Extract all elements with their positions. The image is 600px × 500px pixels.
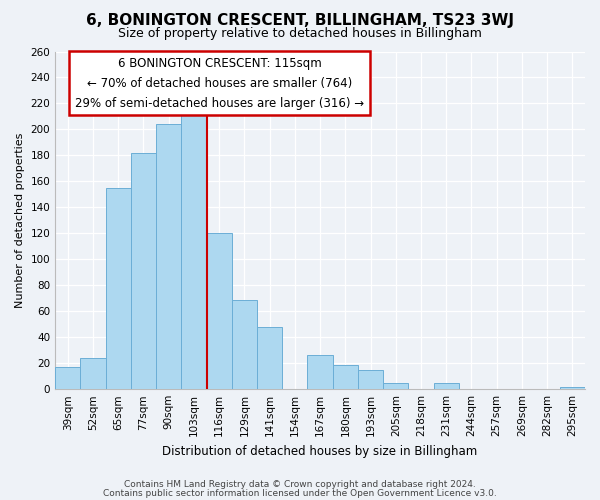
Text: Size of property relative to detached houses in Billingham: Size of property relative to detached ho… xyxy=(118,28,482,40)
Bar xyxy=(358,370,383,389)
Bar xyxy=(232,300,257,389)
Bar xyxy=(206,234,232,389)
Bar xyxy=(560,386,585,389)
Bar xyxy=(106,188,131,389)
Bar xyxy=(383,382,409,389)
Text: Contains public sector information licensed under the Open Government Licence v3: Contains public sector information licen… xyxy=(103,488,497,498)
Bar xyxy=(307,356,332,389)
Bar xyxy=(332,364,358,389)
Bar xyxy=(257,327,282,389)
Text: 6, BONINGTON CRESCENT, BILLINGHAM, TS23 3WJ: 6, BONINGTON CRESCENT, BILLINGHAM, TS23 … xyxy=(86,12,514,28)
Bar xyxy=(80,358,106,389)
Bar xyxy=(55,367,80,389)
Text: Contains HM Land Registry data © Crown copyright and database right 2024.: Contains HM Land Registry data © Crown c… xyxy=(124,480,476,489)
Bar xyxy=(131,153,156,389)
Bar xyxy=(156,124,181,389)
Bar xyxy=(181,115,206,389)
Bar xyxy=(434,382,459,389)
Y-axis label: Number of detached properties: Number of detached properties xyxy=(15,132,25,308)
X-axis label: Distribution of detached houses by size in Billingham: Distribution of detached houses by size … xyxy=(163,444,478,458)
Text: 6 BONINGTON CRESCENT: 115sqm
← 70% of detached houses are smaller (764)
29% of s: 6 BONINGTON CRESCENT: 115sqm ← 70% of de… xyxy=(75,56,364,110)
